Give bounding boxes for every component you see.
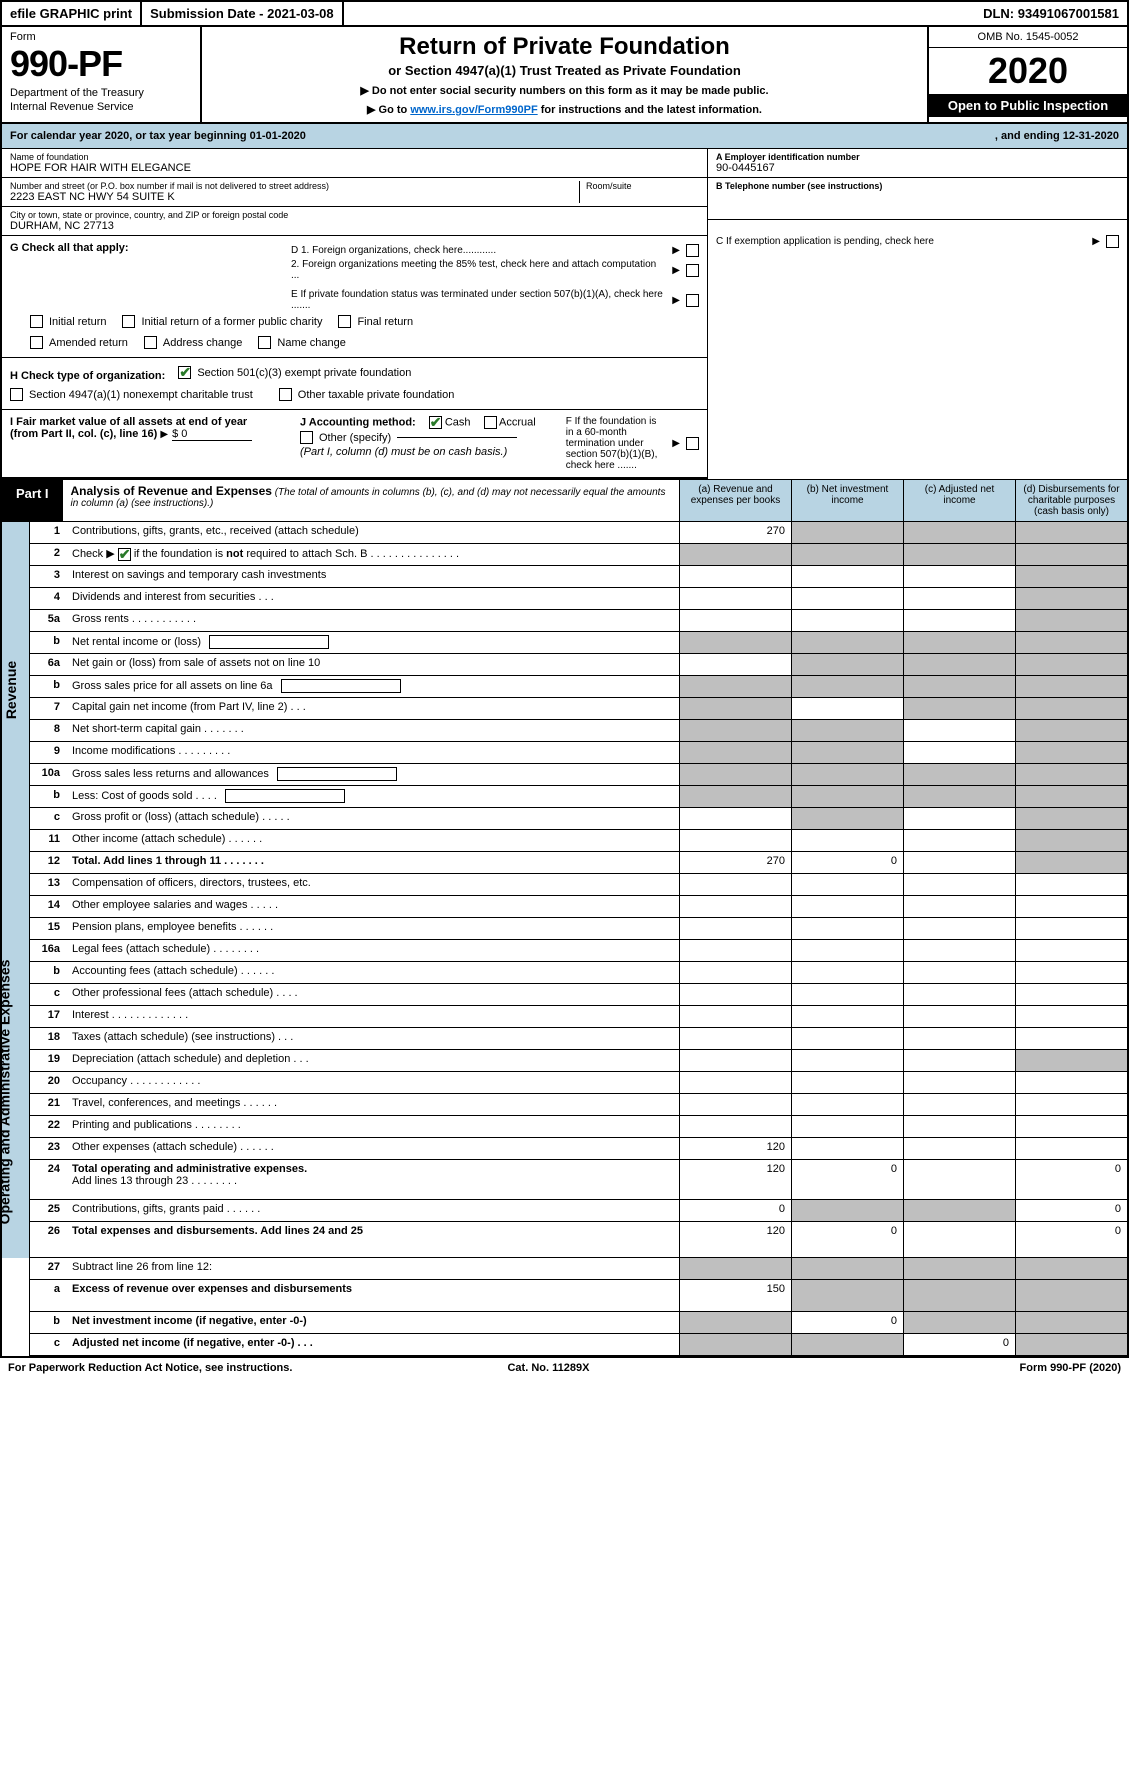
col-b: (b) Net investment income	[791, 480, 903, 521]
form-title: Return of Private Foundation	[212, 33, 917, 61]
revenue-vlabel: Revenue	[3, 661, 19, 719]
other-method-checkbox[interactable]	[300, 431, 313, 444]
top-bar: efile GRAPHIC print Submission Date - 20…	[2, 2, 1127, 27]
fmv-value: $ 0	[172, 428, 252, 441]
sch-b-checkbox[interactable]	[118, 548, 131, 561]
open-inspection: Open to Public Inspection	[929, 94, 1127, 117]
irs-link[interactable]: www.irs.gov/Form990PF	[410, 104, 537, 116]
other-taxable-checkbox[interactable]	[279, 388, 292, 401]
initial-public-checkbox[interactable]	[122, 315, 135, 328]
c-checkbox[interactable]	[1106, 235, 1119, 248]
name-change-checkbox[interactable]	[258, 336, 271, 349]
ein-label: A Employer identification number	[716, 152, 860, 162]
calendar-bar: For calendar year 2020, or tax year begi…	[2, 124, 1127, 149]
e-checkbox[interactable]	[686, 294, 699, 307]
part1-label: Part I	[2, 480, 63, 521]
revenue-table: Revenue 1Contributions, gifts, grants, e…	[2, 522, 1127, 874]
form-ref: Form 990-PF (2020)	[1020, 1362, 1121, 1374]
4947-checkbox[interactable]	[10, 388, 23, 401]
accrual-checkbox[interactable]	[484, 416, 497, 429]
cash-basis-note: (Part I, column (d) must be on cash basi…	[300, 446, 507, 458]
section-i: I Fair market value of all assets at end…	[2, 410, 707, 479]
cash-checkbox[interactable]	[429, 416, 442, 429]
paperwork-notice: For Paperwork Reduction Act Notice, see …	[8, 1362, 292, 1374]
address-change-checkbox[interactable]	[144, 336, 157, 349]
dln: DLN: 93491067001581	[975, 2, 1127, 25]
note-link: ▶ Go to www.irs.gov/Form990PF for instru…	[212, 103, 917, 116]
d2-checkbox[interactable]	[686, 264, 699, 277]
section-h: H Check type of organization: Section 50…	[2, 358, 707, 410]
note-ssn: ▶ Do not enter social security numbers o…	[212, 84, 917, 97]
c-pending-label: C If exemption application is pending, c…	[716, 236, 1086, 247]
foundation-name: HOPE FOR HAIR WITH ELEGANCE	[10, 162, 699, 174]
address-label: Number and street (or P.O. box number if…	[10, 181, 579, 191]
part1-header: Part I Analysis of Revenue and Expenses …	[2, 480, 1127, 522]
expenses-table: Operating and Administrative Expenses 13…	[2, 874, 1127, 1258]
col-a: (a) Revenue and expenses per books	[679, 480, 791, 521]
d1-checkbox[interactable]	[686, 244, 699, 257]
section-g: D 1. Foreign organizations, check here..…	[2, 236, 707, 358]
page-footer: For Paperwork Reduction Act Notice, see …	[0, 1358, 1129, 1378]
amended-return-checkbox[interactable]	[30, 336, 43, 349]
dept-label: Department of the Treasury	[10, 87, 192, 99]
city: DURHAM, NC 27713	[10, 220, 699, 232]
telephone-label: B Telephone number (see instructions)	[716, 181, 882, 191]
expenses-vlabel: Operating and Administrative Expenses	[0, 960, 12, 1225]
efile-label: efile GRAPHIC print	[2, 2, 142, 25]
f-checkbox[interactable]	[686, 437, 699, 450]
form-label: Form	[10, 31, 192, 43]
initial-return-checkbox[interactable]	[30, 315, 43, 328]
irs-label: Internal Revenue Service	[10, 101, 192, 113]
col-c: (c) Adjusted net income	[903, 480, 1015, 521]
col-d: (d) Disbursements for charitable purpose…	[1015, 480, 1127, 521]
501c3-checkbox[interactable]	[178, 366, 191, 379]
form-number: 990-PF	[10, 43, 192, 85]
info-block: Name of foundation HOPE FOR HAIR WITH EL…	[2, 149, 1127, 480]
form-header: Form 990-PF Department of the Treasury I…	[2, 27, 1127, 124]
tax-year: 2020	[929, 48, 1127, 94]
form-subtitle: or Section 4947(a)(1) Trust Treated as P…	[212, 63, 917, 78]
submission-date: Submission Date - 2021-03-08	[142, 2, 344, 25]
cat-no: Cat. No. 11289X	[507, 1362, 589, 1374]
room-label: Room/suite	[586, 181, 699, 191]
ein: 90-0445167	[716, 162, 1119, 174]
city-label: City or town, state or province, country…	[10, 210, 699, 220]
summary-rows: 27Subtract line 26 from line 12: aExcess…	[2, 1258, 1127, 1356]
omb-number: OMB No. 1545-0052	[929, 27, 1127, 48]
final-return-checkbox[interactable]	[338, 315, 351, 328]
address: 2223 EAST NC HWY 54 SUITE K	[10, 191, 579, 203]
foundation-name-label: Name of foundation	[10, 152, 699, 162]
